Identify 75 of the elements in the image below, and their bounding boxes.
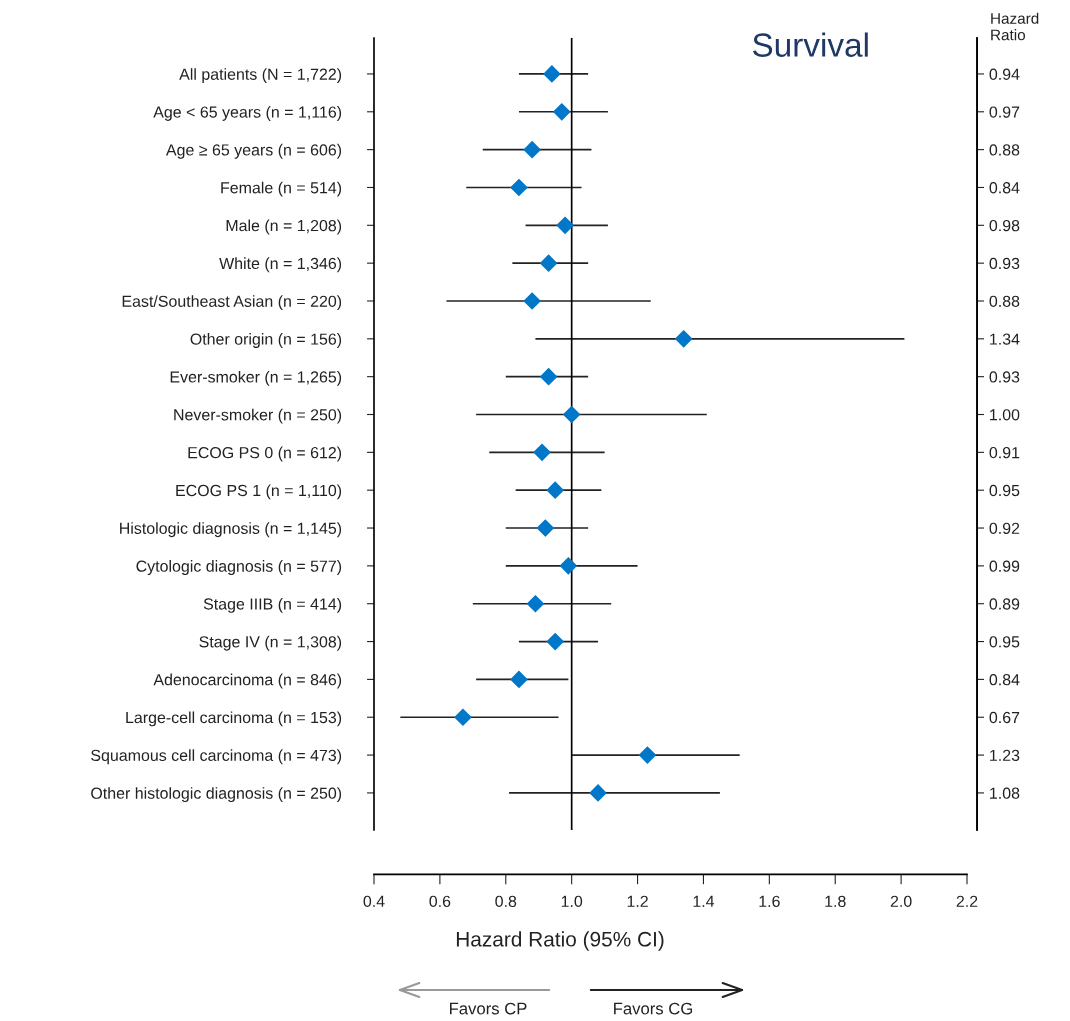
data-label: 0.92 xyxy=(989,522,1020,534)
data-label: 0.84 xyxy=(989,182,1020,194)
data-label: 0.95 xyxy=(989,484,1020,497)
point xyxy=(510,178,528,197)
data-label: 0.91 xyxy=(989,446,1020,459)
y2-axis-title: Hazard Ratio xyxy=(991,12,1039,41)
x-tick-label: 0.8 xyxy=(495,895,517,908)
data-label: 1.08 xyxy=(990,787,1020,799)
y-tick-label: White (n = 1,346) xyxy=(219,257,342,273)
point xyxy=(523,292,541,310)
point xyxy=(543,65,561,83)
point xyxy=(638,746,656,764)
y-tick-label: Adenocarcinoma (n = 846) xyxy=(153,673,342,689)
y-tick-label: Squamous cell carcinoma (n = 473) xyxy=(91,749,342,765)
data-label: 0.98 xyxy=(989,219,1020,232)
y-tick-label: Histologic diagnosis (n = 1,145) xyxy=(120,522,342,538)
data-label: 0.99 xyxy=(989,560,1020,572)
point xyxy=(556,216,574,234)
x-tick-label: 1.0 xyxy=(561,895,583,908)
data-label: 1.23 xyxy=(990,749,1020,762)
y-tick-label: East/Southeast Asian (n = 220) xyxy=(122,295,342,311)
y-tick-label: Stage IV (n = 1,308) xyxy=(199,635,342,651)
data-label: 0.84 xyxy=(989,674,1020,686)
x-axis-title: Hazard Ratio (95% CI) xyxy=(456,931,664,951)
data-label: 0.88 xyxy=(989,144,1020,156)
y-tick-label: Other origin (n = 156) xyxy=(190,333,342,348)
data-label: 0.93 xyxy=(989,371,1020,383)
y-tick-label: ECOG PS 1 (n = 1,110) xyxy=(176,484,342,500)
x-tick-label: 0.6 xyxy=(429,895,451,908)
y-tick-label: Other histologic diagnosis (n = 250) xyxy=(91,787,342,803)
point xyxy=(563,405,581,424)
y-tick-label: Ever-smoker (n = 1,265) xyxy=(170,370,342,386)
data-label: 0.88 xyxy=(989,295,1020,307)
data-label: 0.67 xyxy=(989,711,1020,724)
text: Favors CP xyxy=(450,1002,527,1015)
x-tick-label: 1.6 xyxy=(759,895,780,908)
point xyxy=(533,443,551,461)
point xyxy=(540,254,558,272)
data-label: 0.93 xyxy=(989,257,1020,270)
y-tick-label: Male (n = 1,208) xyxy=(226,219,342,235)
y-tick-label: Large-cell carcinoma (n = 153) xyxy=(126,711,342,727)
point xyxy=(454,708,472,726)
y-tick-label: Age < 65 years (n = 1,116) xyxy=(153,106,342,121)
data-label: 1.34 xyxy=(990,333,1020,345)
point xyxy=(523,141,541,159)
y-tick-label: Stage IIIB (n = 414) xyxy=(203,597,342,613)
point xyxy=(546,633,564,651)
x-tick-label: 1.2 xyxy=(627,895,648,907)
point xyxy=(559,557,577,575)
y-tick-label: All patients (N = 1,722) xyxy=(179,68,342,84)
y-tick-label: Cytologic diagnosis (n = 577) xyxy=(136,560,342,575)
point xyxy=(510,670,528,688)
x-tick-label: 2.2 xyxy=(956,895,978,907)
y-tick-label: Female (n = 514) xyxy=(221,181,342,197)
x-tick-label: 2.0 xyxy=(890,895,912,908)
data-label: 0.94 xyxy=(989,68,1020,80)
y-tick-label: Age ≥ 65 years (n = 606) xyxy=(165,143,342,159)
point xyxy=(536,519,554,537)
point xyxy=(546,481,564,499)
point xyxy=(526,595,544,613)
point xyxy=(589,784,607,802)
data-label: 0.97 xyxy=(989,106,1020,118)
data-label: 1.00 xyxy=(990,409,1020,421)
x-tick-label: 1.4 xyxy=(693,895,715,907)
point xyxy=(675,330,693,348)
y-tick-label: Never-smoker (n = 250) xyxy=(174,408,342,424)
x-tick-label: 1.8 xyxy=(825,895,846,908)
chart-title: Survival xyxy=(752,32,868,57)
y-tick-label: ECOG PS 0 (n = 612) xyxy=(188,446,342,462)
data-label: 0.95 xyxy=(989,636,1020,648)
text: Favors CG xyxy=(614,1002,693,1015)
point xyxy=(540,368,558,386)
data-label: 0.89 xyxy=(989,598,1020,610)
x-tick-label: 0.4 xyxy=(363,895,385,908)
point xyxy=(553,103,571,121)
